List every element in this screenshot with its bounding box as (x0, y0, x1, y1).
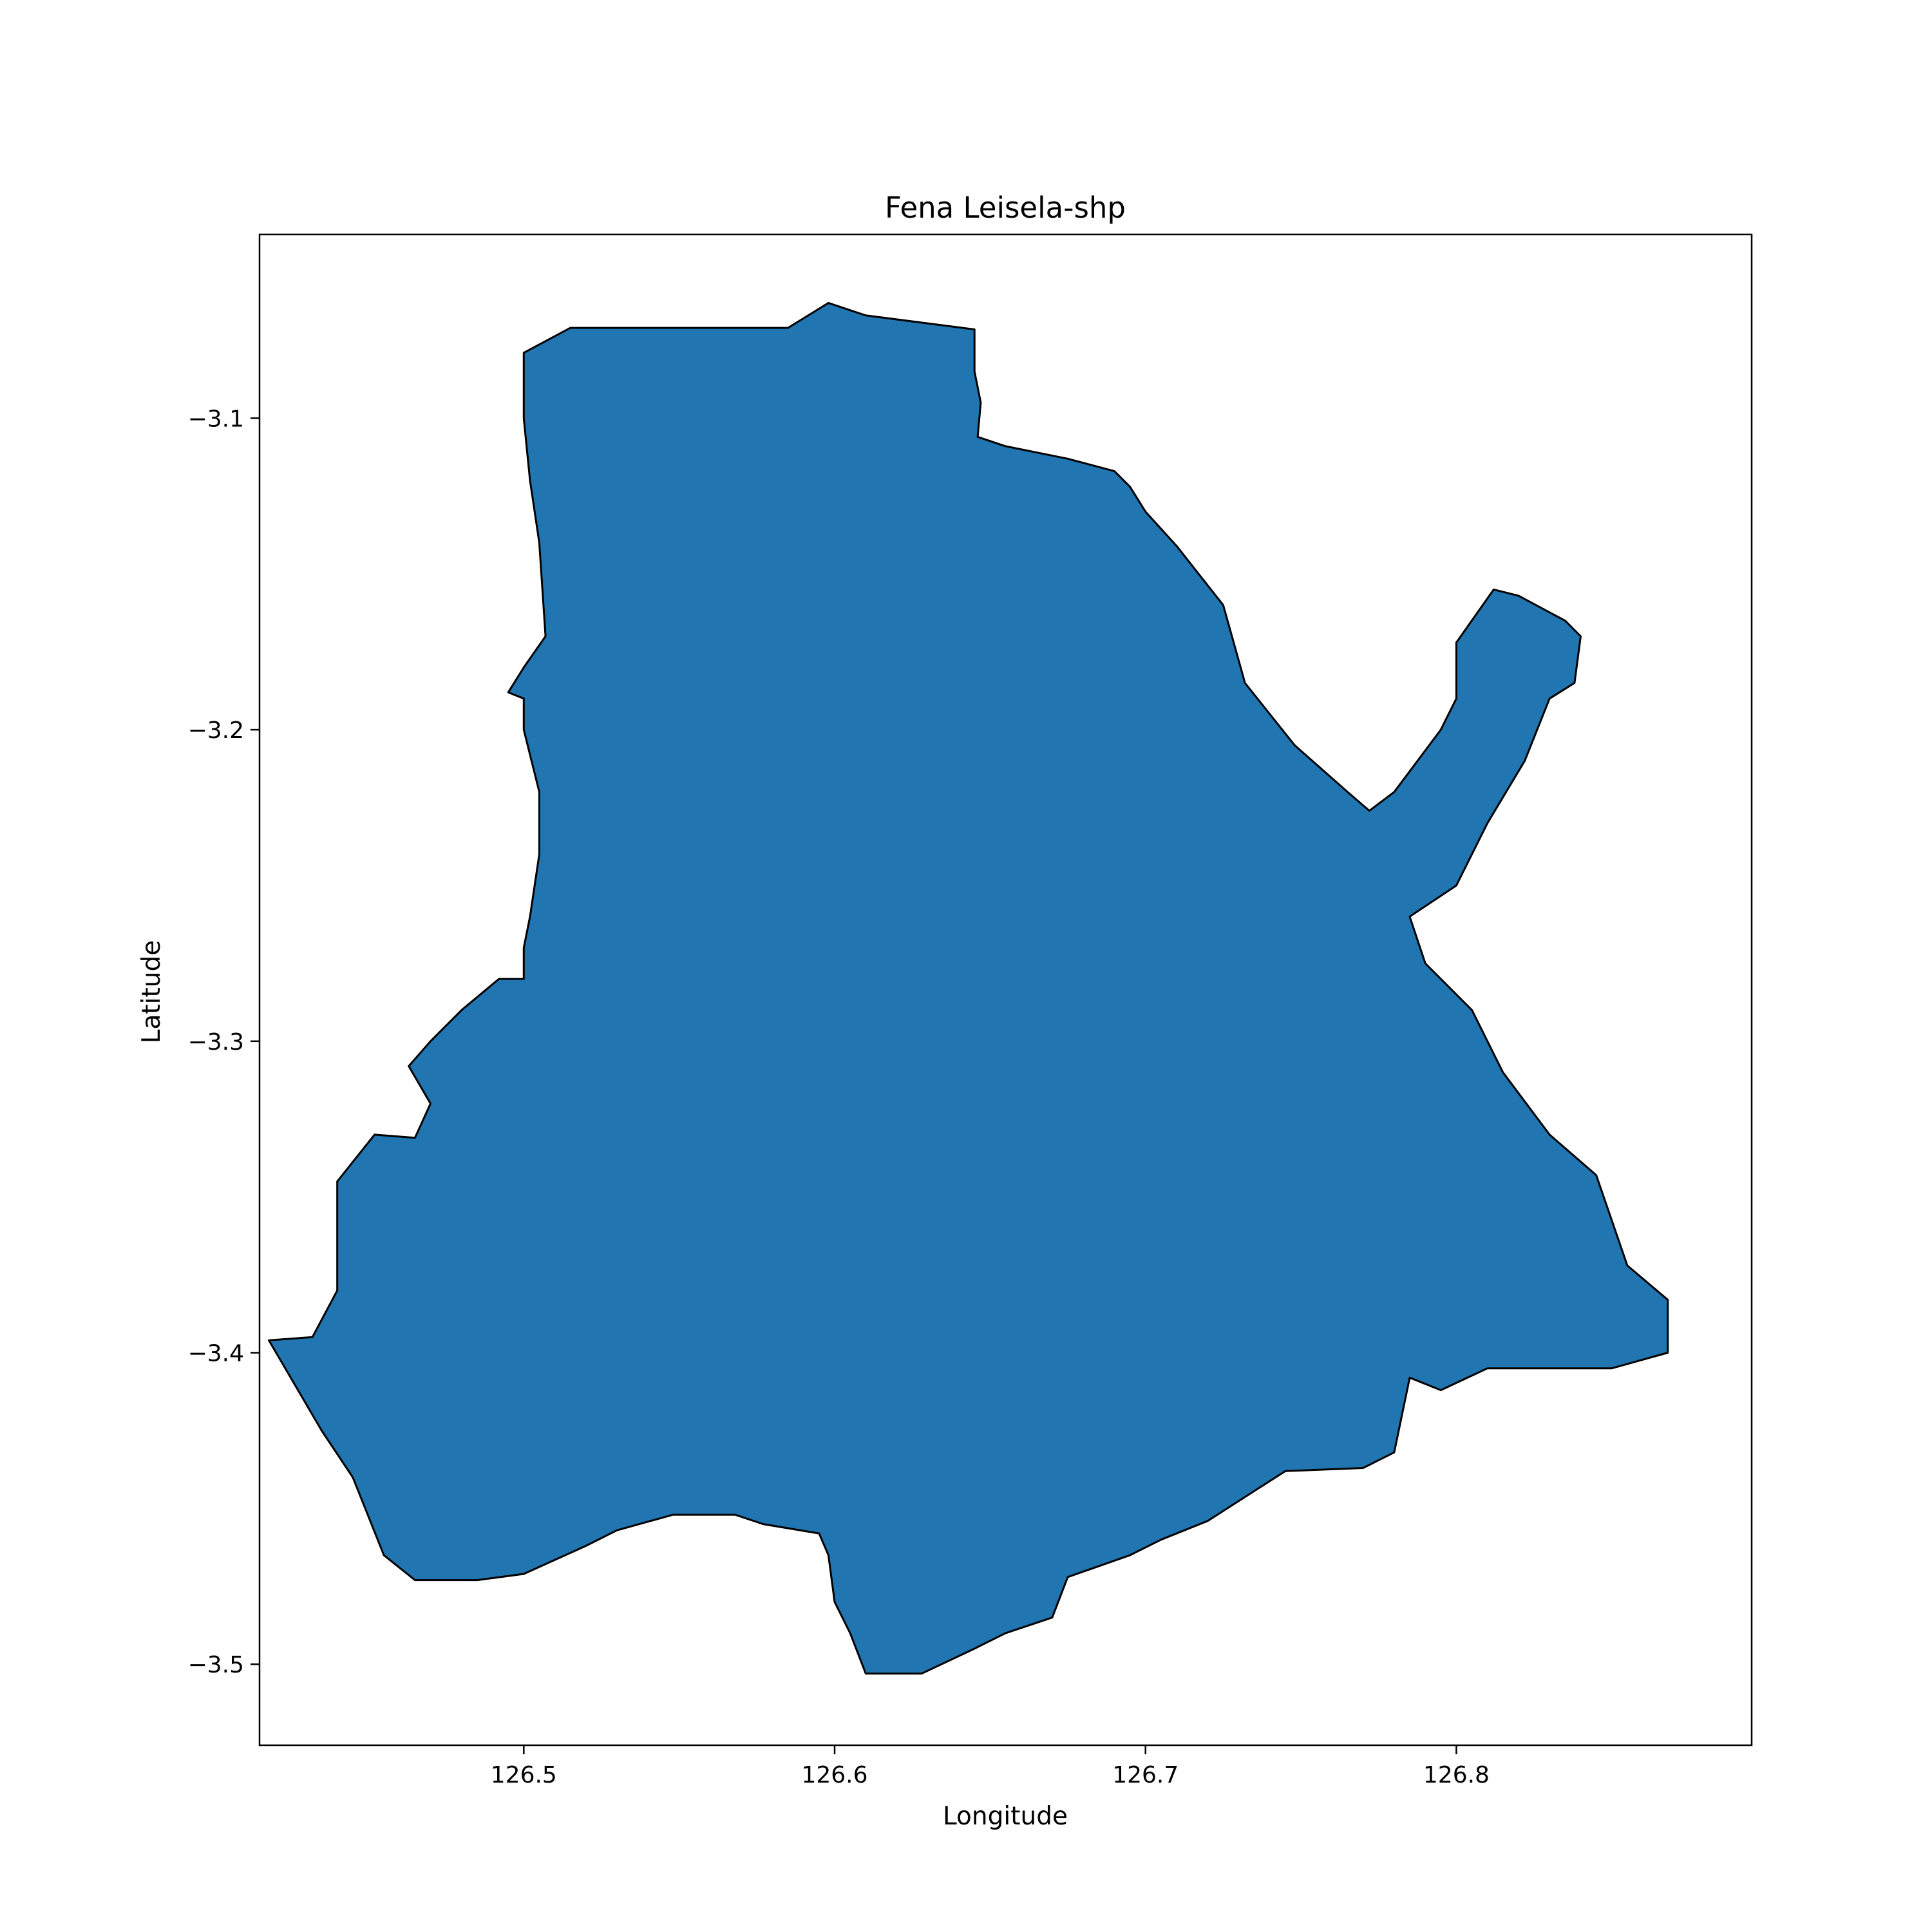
x-tick-label: 126.7 (1112, 1762, 1179, 1788)
x-tick-label: 126.6 (801, 1762, 867, 1788)
y-tick-label: −3.5 (188, 1652, 244, 1678)
axes-frame (258, 233, 1753, 1747)
y-tick-label: −3.3 (188, 1029, 244, 1056)
x-tick-label: 126.8 (1423, 1762, 1490, 1788)
y-tick-label: −3.1 (188, 406, 244, 432)
x-axis-label: Longitude (943, 1802, 1068, 1831)
y-axis-label: Latitude (137, 940, 166, 1044)
x-axis-ticks: 126.5 126.6 126.7 126.8 (491, 1745, 1490, 1788)
region-fena-leisela (268, 301, 1669, 1675)
y-axis-ticks: −3.1 −3.2 −3.3 −3.4 −3.5 (188, 406, 260, 1678)
x-tick-label: 126.5 (491, 1762, 557, 1788)
y-tick-label: −3.2 (188, 717, 244, 744)
plot-area (258, 233, 1753, 1747)
map-title: Fena Leisela-shp (885, 191, 1126, 225)
y-tick-label: −3.4 (188, 1341, 244, 1367)
